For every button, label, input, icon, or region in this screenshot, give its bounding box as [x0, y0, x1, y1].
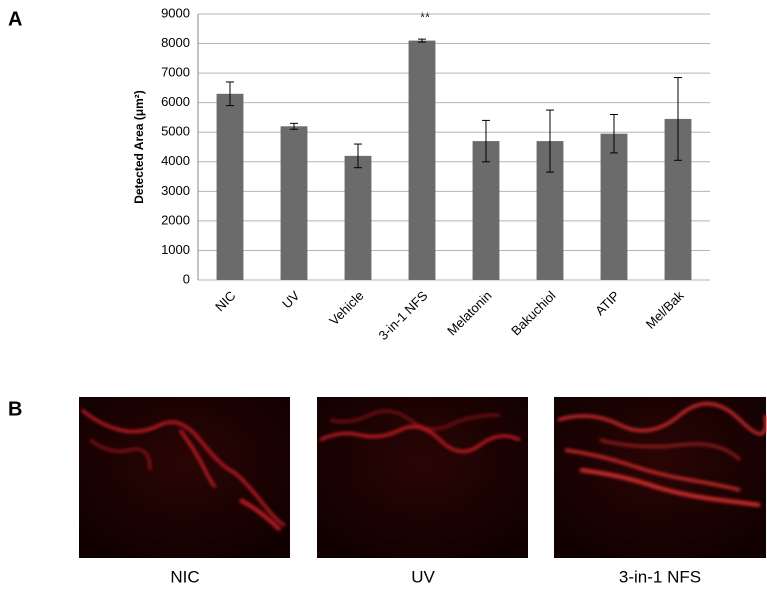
bar — [280, 126, 308, 280]
bar — [600, 133, 628, 280]
image-caption: 3-in-1 NFS — [619, 567, 701, 586]
micrograph — [317, 397, 528, 558]
y-tick-label: 0 — [183, 271, 190, 286]
bar — [472, 141, 500, 280]
y-tick-label: 7000 — [161, 65, 190, 80]
bar — [216, 93, 244, 280]
image-caption: NIC — [170, 567, 199, 586]
y-tick-label: 5000 — [161, 124, 190, 139]
significance-annotation: ** — [420, 9, 430, 24]
panel-label: B — [8, 398, 22, 420]
x-tick-label: ATIP — [592, 288, 622, 318]
y-tick-label: 8000 — [161, 35, 190, 50]
x-tick-label: 3-in-1 NFS — [375, 288, 430, 343]
y-tick-label: 9000 — [161, 5, 190, 20]
micrograph — [554, 397, 767, 558]
image-caption: UV — [411, 567, 435, 586]
bar — [344, 155, 372, 280]
x-tick-label: Bakuchiol — [508, 288, 559, 339]
y-tick-label: 2000 — [161, 212, 190, 227]
panel-label: A — [8, 8, 22, 30]
y-axis-label: Detected Area (μm²) — [132, 90, 146, 204]
x-tick-label: Melatonin — [444, 288, 494, 338]
bar — [408, 40, 436, 280]
x-tick-label: Mel/Bak — [643, 288, 687, 332]
y-tick-label: 3000 — [161, 183, 190, 198]
x-tick-label: Vehicle — [326, 288, 366, 328]
y-tick-label: 1000 — [161, 242, 190, 257]
y-tick-label: 4000 — [161, 153, 190, 168]
micrograph — [79, 397, 290, 558]
x-tick-label: NIC — [212, 288, 238, 314]
y-tick-label: 6000 — [161, 94, 190, 109]
x-tick-label: UV — [279, 288, 303, 312]
